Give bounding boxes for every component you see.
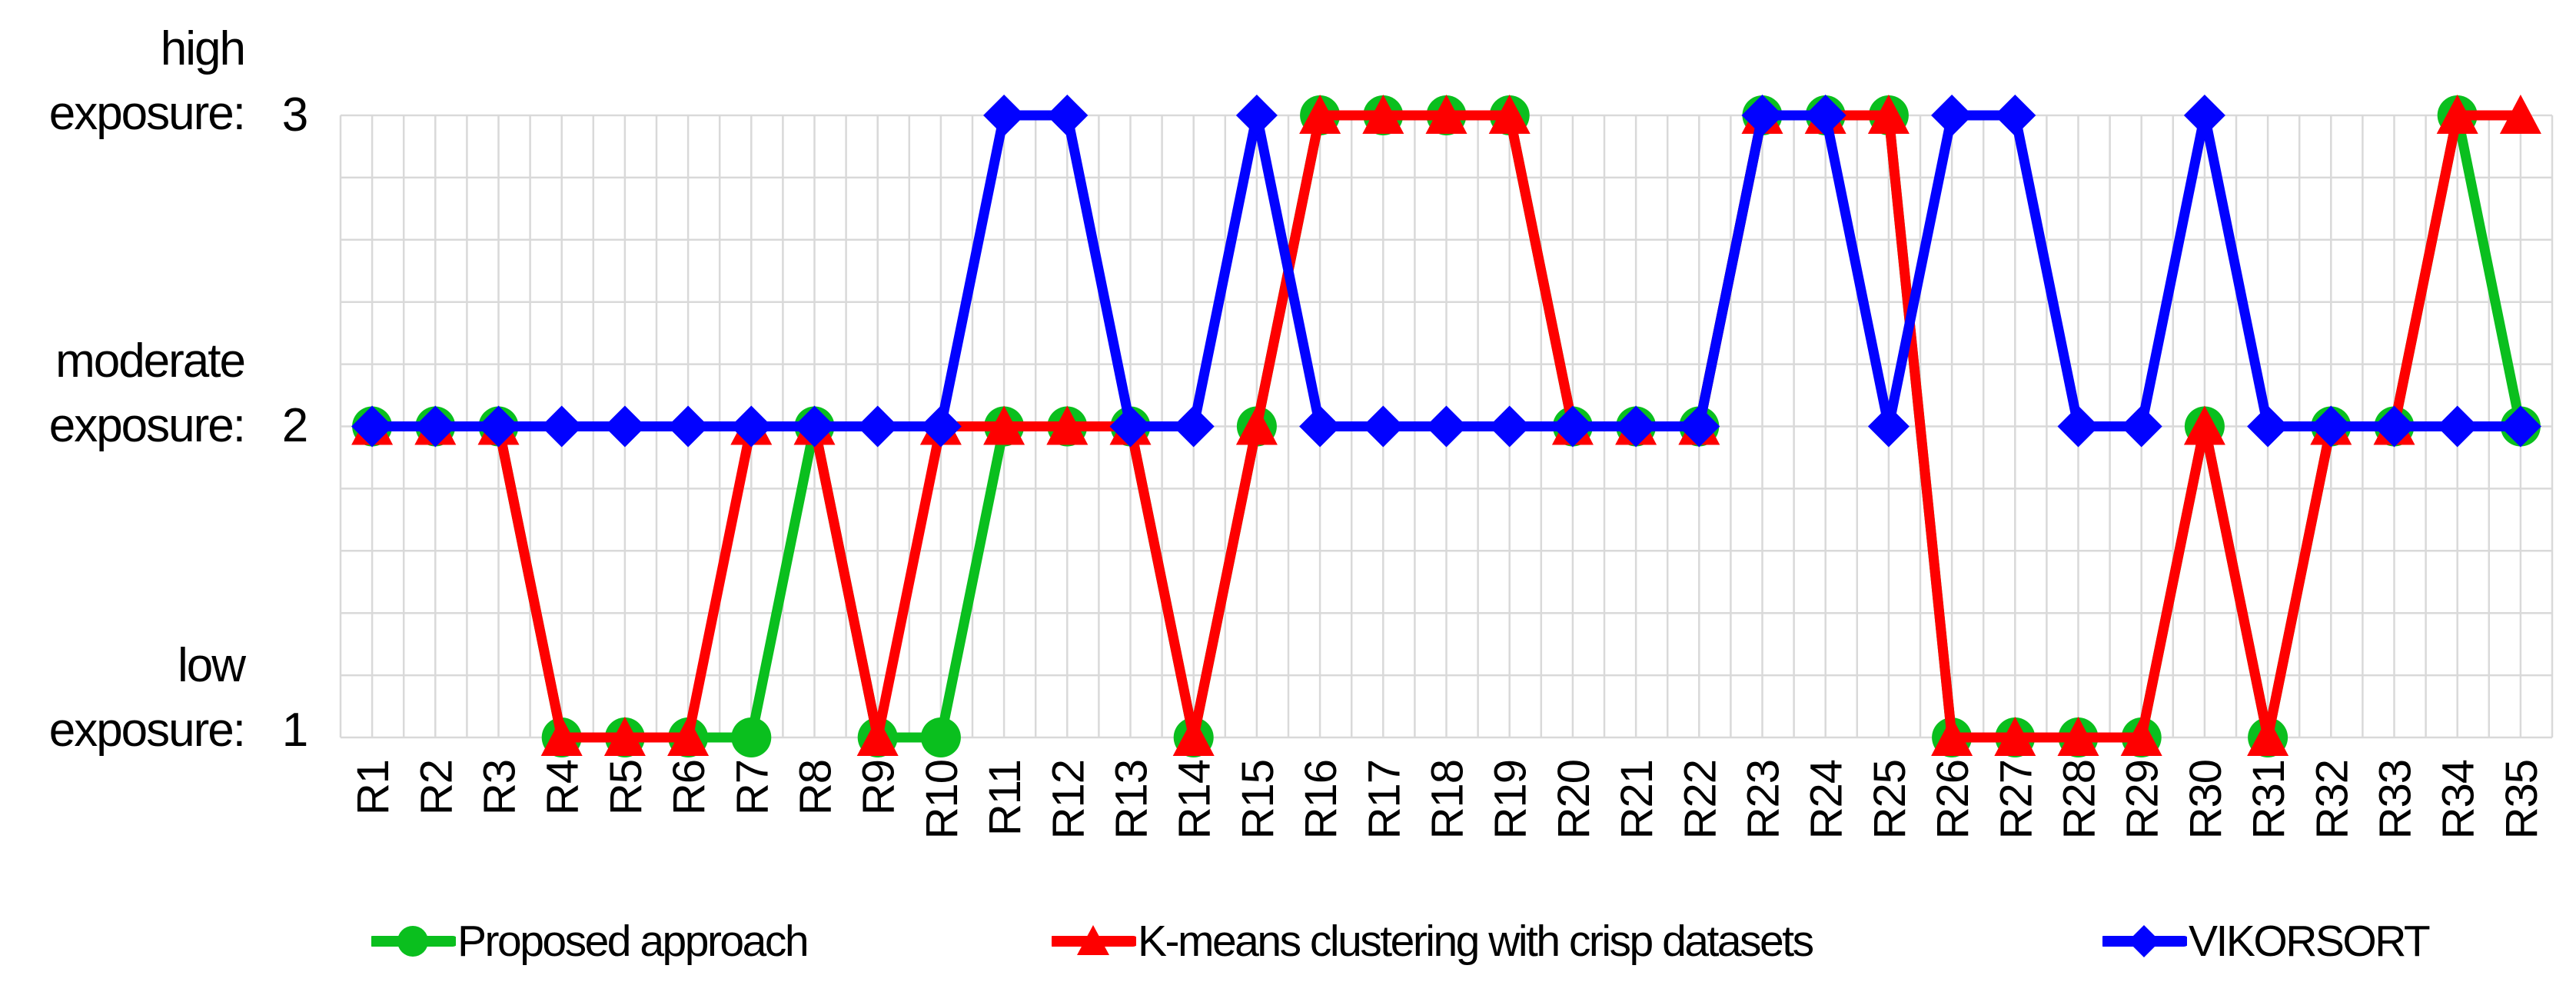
x-tick-label: R19	[1486, 760, 1536, 839]
legend-item-kmeans: K-means clustering with crisp datasets	[1052, 914, 1814, 969]
y-tick-3: 3	[281, 88, 309, 141]
x-tick-label: R16	[1296, 760, 1346, 839]
series-vikorsort	[351, 95, 2541, 448]
x-tick-label: R2	[411, 760, 461, 815]
legend-label: K-means clustering with crisp datasets	[1138, 917, 1814, 966]
x-tick-label: R1	[348, 760, 398, 815]
x-tick-label: R7	[727, 760, 777, 815]
x-tick-label: R5	[601, 760, 651, 815]
legend-label: VIKORSORT	[2189, 917, 2431, 966]
y-axis-label-line: moderate	[55, 335, 246, 388]
x-tick-label: R29	[2118, 760, 2168, 839]
y-axis-label-line: exposure:	[48, 704, 246, 757]
legend-label: Proposed approach	[457, 917, 809, 966]
x-tick-label: R17	[1359, 760, 1409, 839]
x-tick-label: R32	[2307, 760, 2357, 839]
x-tick-label: R3	[475, 760, 525, 815]
legend-marker-circle-icon	[371, 926, 456, 957]
y-axis-label-line: exposure:	[48, 87, 246, 140]
legend-item-proposed-approach: Proposed approach	[371, 914, 809, 969]
x-tick-label: R4	[538, 760, 588, 815]
y-tick-1: 1	[281, 704, 309, 757]
y-axis-label-moderate: moderate exposure:	[0, 329, 246, 458]
x-tick-label: R28	[2055, 760, 2105, 839]
legend-marker-triangle-icon	[1052, 925, 1136, 955]
x-tick-label: R11	[980, 760, 1030, 836]
legend-item-vikorsort: VIKORSORT	[2102, 914, 2431, 969]
x-tick-label: R25	[1865, 760, 1915, 839]
y-axis-label-line: high	[160, 22, 246, 75]
x-tick-label: R12	[1043, 760, 1093, 839]
x-tick-label: R27	[1991, 760, 2041, 839]
x-tick-label: R23	[1739, 760, 1789, 839]
x-tick-label: R33	[2371, 760, 2421, 839]
x-tick-label: R30	[2181, 760, 2231, 839]
x-tick-label: R24	[1802, 760, 1852, 839]
y-axis-label-high: high exposure:	[0, 17, 246, 146]
legend-marker-diamond-icon	[2102, 925, 2187, 957]
y-axis-label-line: exposure:	[48, 399, 246, 452]
y-axis-label-low: low exposure:	[0, 634, 246, 763]
x-tick-label: R13	[1107, 760, 1157, 839]
x-tick-label: R35	[2497, 760, 2547, 839]
x-tick-label: R10	[917, 760, 967, 839]
x-tick-label: R14	[1170, 760, 1220, 839]
x-tick-label: R31	[2244, 760, 2294, 839]
x-tick-label: R18	[1423, 760, 1473, 839]
x-tick-label: R6	[664, 760, 714, 815]
x-tick-label: R20	[1549, 760, 1599, 839]
x-tick-label: R15	[1233, 760, 1283, 839]
x-tick-label: R8	[791, 760, 841, 815]
y-tick-2: 2	[281, 399, 309, 452]
x-tick-label: R34	[2434, 760, 2484, 839]
x-tick-label: R9	[854, 760, 904, 815]
y-axis-label-line: low	[177, 639, 246, 692]
x-tick-label: R21	[1612, 760, 1662, 839]
x-tick-label: R26	[1928, 760, 1978, 839]
x-tick-label: R22	[1675, 760, 1725, 839]
